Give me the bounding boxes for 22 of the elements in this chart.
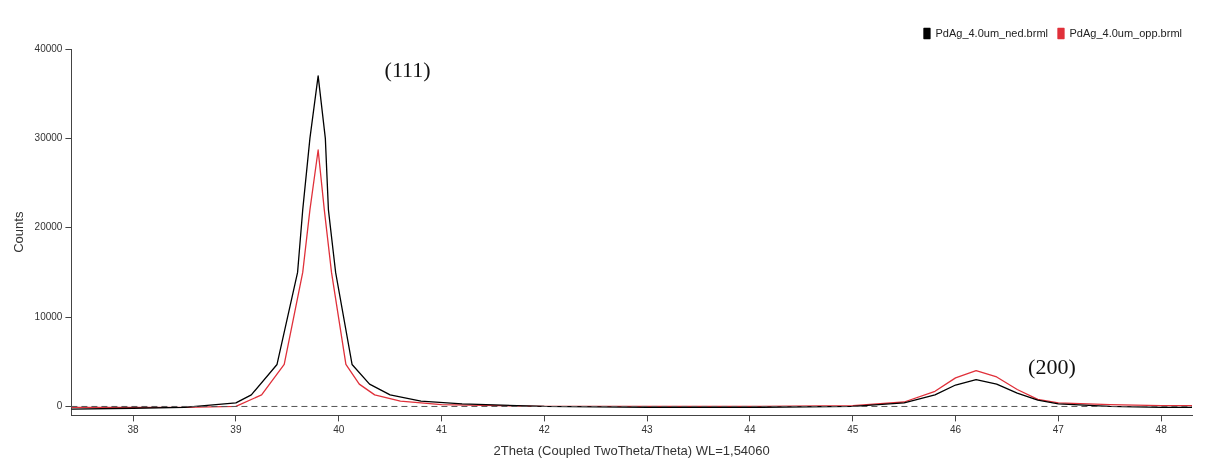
x-tick-label: 39: [230, 424, 242, 436]
annotation: (111): [384, 57, 431, 83]
y-tick-label: 30000: [34, 132, 63, 144]
x-tick-label: 41: [435, 424, 448, 436]
y-tick-label: 10000: [34, 310, 63, 322]
x-tick-label: 40: [333, 424, 345, 436]
y-tick-label: 40000: [34, 42, 63, 54]
y-tick-label: 20000: [34, 221, 63, 233]
x-axis-title: 2Theta (Coupled TwoTheta/Theta) WL=1,54060: [493, 442, 770, 458]
x-tick-label: 46: [949, 424, 962, 436]
y-tick-label: 0: [56, 400, 63, 412]
x-tick-label: 48: [1155, 424, 1168, 436]
x-tick-label: 47: [1052, 424, 1065, 436]
legend-label: PdAg_4.0um_opp.brml: [1069, 26, 1182, 39]
legend-label: PdAg_4.0um_ned.brml: [935, 26, 1048, 39]
x-tick-label: 43: [641, 424, 654, 436]
x-tick-label: 44: [744, 424, 756, 436]
annotation: (200): [1028, 353, 1076, 379]
x-tick-label: 38: [127, 424, 140, 436]
x-tick-label: 45: [847, 424, 859, 436]
x-tick-label: 42: [538, 424, 551, 436]
y-axis-title: Counts: [11, 211, 27, 253]
